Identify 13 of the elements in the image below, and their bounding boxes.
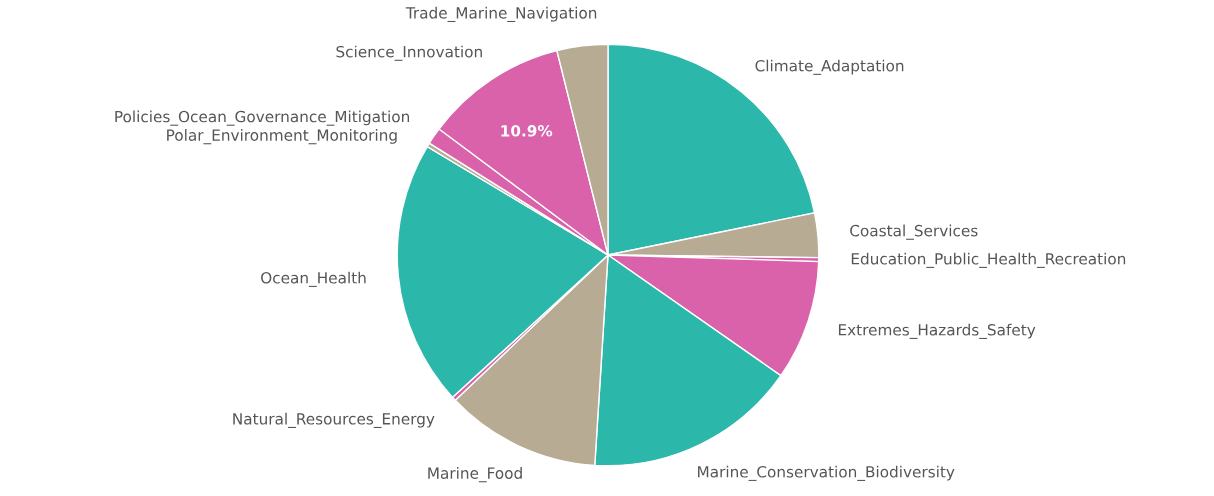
slice-label: Natural_Resources_Energy [233, 412, 435, 428]
slice-label: Marine_Conservation_Biodiversity [698, 465, 955, 481]
slice-label: Science_Innovation [336, 45, 482, 61]
slice-label: Marine_Food [428, 467, 522, 483]
slice-label: Education_Public_Health_Recreation [851, 252, 1126, 268]
slice-label: Climate_Adaptation [755, 59, 904, 75]
slice-label: Extremes_Hazards_Safety [838, 323, 1036, 339]
data-label: 10.9% [501, 125, 553, 137]
slice-label: Trade_Marine_Navigation [405, 6, 597, 23]
slice-label: Coastal_Services [850, 224, 978, 240]
slice-label: Ocean_Health [261, 271, 366, 287]
slice-label: Polar_Environment_Monitoring [167, 129, 397, 145]
slice-label: Policies_Ocean_Governance_Mitigation [115, 110, 410, 126]
